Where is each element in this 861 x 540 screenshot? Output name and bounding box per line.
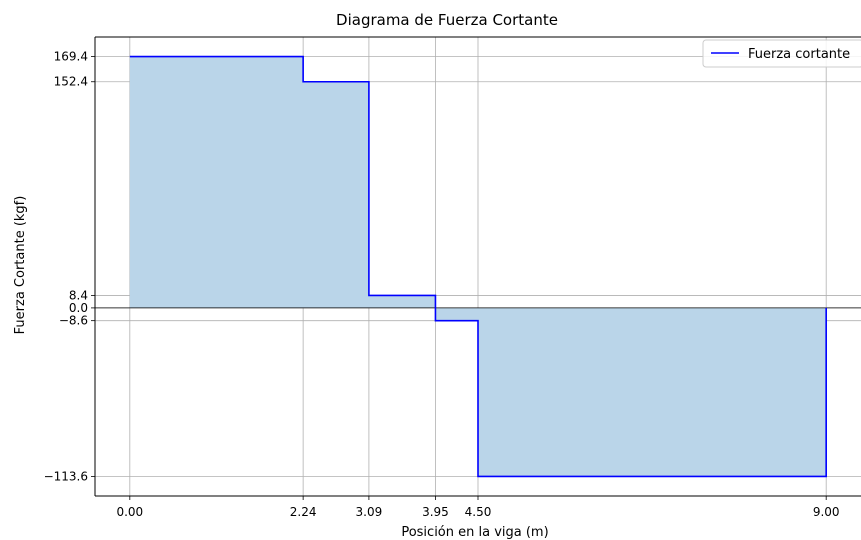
legend-label: Fuerza cortante (748, 47, 850, 62)
shear-fill-area (129, 56, 827, 477)
x-tick-label-2: 3.09 (356, 505, 383, 519)
shear-line (129, 55, 827, 478)
shear-force-line (129, 55, 827, 478)
y-axis-label: Fuerza Cortante (kgf) (13, 196, 28, 335)
chart-title: Diagrama de Fuerza Cortante (336, 11, 558, 29)
x-axis-label: Posición en la viga (m) (401, 525, 548, 540)
shear-fill-polygon (129, 56, 827, 477)
x-tick-label-4: 4.50 (465, 505, 492, 519)
y-tick-label-1: 152.4 (54, 75, 88, 89)
y-tick-label-2: 8.4 (69, 288, 88, 302)
y-tick-label-5: −113.6 (44, 469, 88, 483)
x-tick-label-1: 2.24 (290, 505, 317, 519)
x-tick-label-5: 9.00 (813, 505, 840, 519)
y-ticks: 169.4 152.4 8.40.0−8.6 −113.6 (44, 50, 95, 483)
legend: Fuerza cortante (702, 39, 861, 68)
y-tick-label-3: 0.0 (69, 301, 88, 315)
x-tick-label-3: 3.95 (422, 505, 449, 519)
legend-box (702, 39, 861, 68)
y-tick-label-0: 169.4 (54, 50, 88, 64)
y-tick-label-4: −8.6 (59, 314, 88, 328)
x-ticks: 0.00 2.24 3.09 3.95 4.50 9.00 (116, 496, 840, 519)
x-tick-label-0: 0.00 (116, 505, 143, 519)
